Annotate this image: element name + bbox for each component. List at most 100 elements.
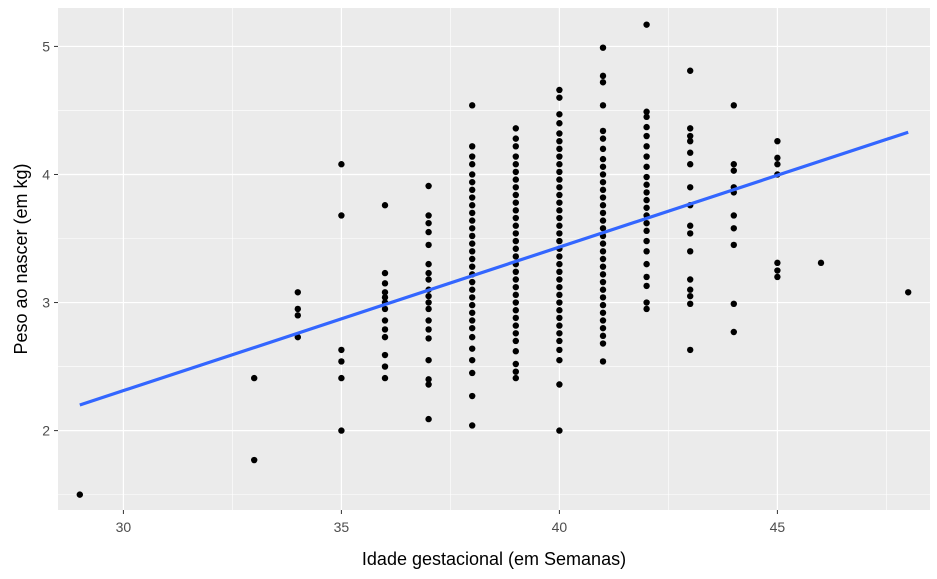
data-point [512,330,519,337]
data-point [556,137,563,145]
data-point [512,161,519,168]
fit-line [79,130,909,407]
data-point [294,333,301,341]
data-point [556,130,563,137]
data-point [643,173,650,181]
x-tick-label: 45 [770,519,786,535]
data-point [599,286,607,293]
x-axis-ticks: 30 35 40 45 [116,510,786,535]
data-point [469,186,476,194]
data-point [512,207,519,214]
data-point [512,360,519,368]
x-tick-label: 40 [552,519,568,535]
data-point [512,214,519,222]
data-point [643,305,650,313]
data-point [556,145,563,153]
data-point [512,135,519,142]
data-point [556,111,563,118]
data-point [512,237,519,245]
data-point [512,125,519,132]
data-point [687,346,694,354]
data-point [338,212,345,219]
data-point [556,199,563,206]
data-point [556,322,563,329]
data-point [730,300,737,308]
data-point [687,161,694,168]
data-point [599,145,607,153]
data-point [469,301,476,309]
data-points [76,21,912,498]
data-point [556,307,563,314]
data-point [687,132,694,140]
data-point [469,356,476,364]
data-point [556,260,563,268]
data-point [425,415,432,423]
data-point [512,168,519,176]
data-point [599,79,607,86]
data-point [599,294,607,301]
data-point [730,212,737,219]
data-point [338,427,345,434]
data-point [512,276,519,283]
data-point [556,184,563,191]
data-point [599,240,607,247]
data-point [556,161,563,168]
data-point [599,194,607,201]
data-point [294,289,301,296]
data-point [76,491,84,498]
data-point [730,167,737,174]
data-point [512,191,519,199]
data-point [556,299,563,306]
data-point [512,199,519,206]
data-point [294,312,301,319]
data-point [381,294,389,301]
data-point [556,94,563,101]
data-point [599,186,607,194]
data-point [599,340,607,347]
data-point [469,422,476,429]
data-point [599,178,607,186]
data-point [556,427,563,434]
data-point [469,143,476,150]
data-point [599,301,607,309]
data-point [599,171,607,178]
data-point [556,283,563,291]
data-point [469,194,476,201]
data-point [294,305,301,313]
data-point [512,291,519,299]
data-point [556,276,563,283]
data-point [730,102,737,109]
data-point [469,178,476,186]
data-point [469,286,476,293]
data-point [512,368,519,375]
data-point [556,314,563,322]
data-point [643,113,650,121]
data-point [425,381,432,388]
data-point [730,241,737,249]
data-point [687,300,694,308]
x-tick-label: 35 [334,519,350,535]
data-point [425,356,432,364]
data-point [774,137,781,145]
data-point [381,289,389,296]
data-point [599,44,607,51]
data-point [599,155,607,163]
data-point [687,286,694,293]
data-point [687,184,694,191]
data-point [687,149,694,156]
data-point [643,163,650,170]
data-point [425,376,432,383]
data-point [556,356,563,364]
data-point [643,260,650,268]
data-point [599,309,607,316]
data-point [643,299,650,306]
data-point [599,358,607,365]
data-point [556,237,563,245]
data-point [774,161,781,168]
y-tick-label: 2 [42,423,50,439]
data-point [512,307,519,314]
data-point [556,207,563,214]
data-point [425,212,432,219]
data-point [643,189,650,196]
